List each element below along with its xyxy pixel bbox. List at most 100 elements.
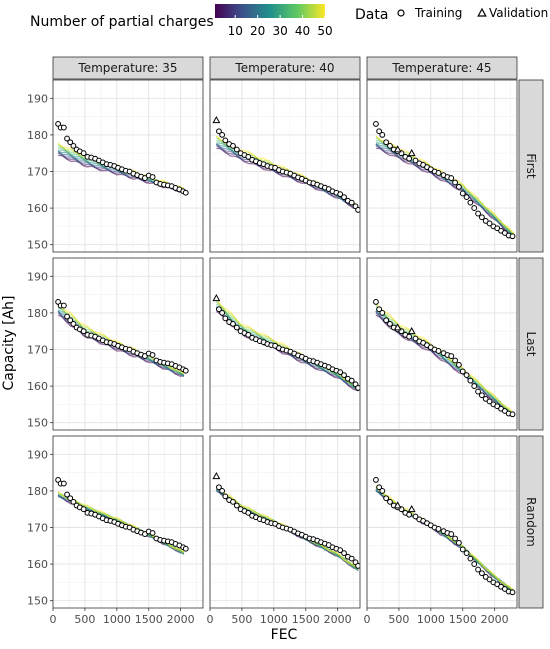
colorbar-tick-label: 20	[250, 24, 265, 38]
panel-first-40	[209, 79, 361, 253]
training-point	[383, 495, 390, 502]
training-points	[373, 299, 516, 418]
validation-point	[393, 501, 402, 509]
training-point	[216, 484, 222, 491]
training-point	[149, 352, 156, 358]
row-strip-background	[518, 435, 544, 609]
y-tick-label: 180	[27, 485, 48, 498]
training-point	[482, 395, 489, 402]
y-tick-label: 160	[27, 380, 48, 393]
y-tick-label: 180	[27, 307, 48, 320]
y-tick-label: 190	[27, 92, 48, 105]
shape-legend-title: Data	[355, 7, 388, 23]
column-strip-1: Temperature: 35	[52, 56, 204, 80]
panel-border	[366, 79, 518, 253]
panel-random-35: 150 160 170 180 190 0 500 1000 1500 2000	[27, 435, 204, 626]
training-point	[406, 155, 413, 162]
training-point	[142, 175, 148, 181]
training-point	[452, 357, 458, 364]
training-point	[412, 513, 419, 520]
panel-first-45	[366, 79, 518, 253]
training-point	[245, 153, 252, 160]
row-strip-background	[518, 79, 544, 253]
training-points	[216, 306, 360, 391]
training-point	[459, 546, 466, 553]
validation-points	[212, 472, 221, 480]
training-point	[80, 328, 87, 335]
training-point	[459, 368, 466, 375]
training-point	[222, 315, 229, 322]
training-point	[509, 411, 516, 418]
training-point	[142, 353, 148, 359]
panel-background	[210, 80, 360, 252]
column-strip-3: Temperature: 45	[366, 56, 518, 80]
training-point	[60, 480, 67, 487]
validation-points	[393, 145, 416, 157]
y-tick-label: 170	[27, 343, 48, 356]
training-points	[373, 477, 516, 596]
training-point	[70, 320, 77, 327]
training-point	[509, 589, 516, 596]
validation-point	[393, 145, 402, 153]
training-legend-marker	[397, 9, 405, 17]
training-point	[222, 493, 229, 500]
training-point	[355, 207, 360, 213]
training-point	[379, 309, 386, 316]
training-point	[501, 230, 508, 236]
training-point	[383, 317, 390, 324]
x-tick-label: 0	[50, 613, 57, 626]
y-tick-label: 190	[27, 270, 48, 283]
training-point	[337, 547, 344, 554]
training-point	[463, 194, 470, 201]
y-axis-title: Capacity [Ah]	[1, 295, 17, 390]
panel-background	[53, 436, 203, 608]
training-point	[412, 335, 419, 342]
training-point	[486, 576, 493, 583]
training-point	[341, 194, 347, 201]
training-point	[341, 550, 347, 557]
validation-point	[212, 294, 221, 302]
training-point	[348, 199, 355, 206]
training-point	[64, 135, 70, 142]
panel-grid	[52, 80, 203, 252]
training-point	[219, 487, 226, 494]
training-point	[478, 392, 485, 399]
y-tick-label: 160	[27, 558, 48, 571]
training-point	[448, 353, 455, 359]
legend-item-validation: Validation	[477, 6, 548, 20]
validation-point	[212, 116, 221, 124]
training-point	[456, 539, 462, 546]
training-point	[435, 526, 442, 532]
training-points	[216, 128, 360, 213]
training-point	[341, 372, 347, 379]
panel-random-45: 0 500 1000 1500 2000	[364, 435, 518, 626]
colorbar-tick-label: 10	[228, 24, 243, 38]
training-point	[482, 573, 489, 580]
training-point	[80, 506, 87, 513]
panel-grid	[209, 258, 360, 430]
x-tick-label: 2000	[324, 613, 352, 626]
training-point	[471, 561, 478, 567]
panel-background	[53, 80, 203, 252]
training-point	[478, 570, 485, 577]
training-point	[70, 142, 77, 149]
training-points	[55, 477, 189, 552]
training-point	[467, 199, 474, 206]
x-tick-label: 2000	[167, 613, 195, 626]
training-point	[463, 372, 470, 379]
panel-border	[52, 257, 204, 431]
training-point	[387, 142, 393, 149]
validation-point	[212, 472, 221, 480]
x-tick-label: 1000	[417, 613, 445, 626]
training-point	[373, 477, 379, 483]
x-tick-label: 500	[388, 613, 409, 626]
legend-label-training: Training	[414, 6, 462, 20]
colorbar	[215, 4, 325, 18]
panel-border	[209, 435, 361, 609]
training-point	[494, 581, 501, 588]
training-point	[475, 388, 481, 395]
training-point	[64, 313, 70, 320]
column-strip-background	[366, 56, 518, 80]
training-point	[355, 385, 360, 391]
training-point	[70, 498, 77, 505]
